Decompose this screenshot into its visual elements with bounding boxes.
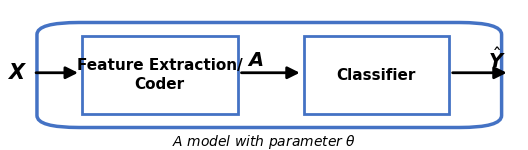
FancyBboxPatch shape — [82, 36, 238, 114]
Text: Feature Extraction/
Coder: Feature Extraction/ Coder — [77, 58, 242, 92]
FancyBboxPatch shape — [304, 36, 449, 114]
Text: A model with parameter $\theta$: A model with parameter $\theta$ — [172, 133, 356, 150]
Text: $\boldsymbol{A}$: $\boldsymbol{A}$ — [247, 51, 264, 69]
Text: Classifier: Classifier — [336, 68, 416, 82]
FancyBboxPatch shape — [37, 22, 502, 128]
Text: $\boldsymbol{X}$: $\boldsymbol{X}$ — [7, 63, 27, 83]
Text: $\hat{\boldsymbol{Y}}$: $\hat{\boldsymbol{Y}}$ — [488, 48, 506, 72]
